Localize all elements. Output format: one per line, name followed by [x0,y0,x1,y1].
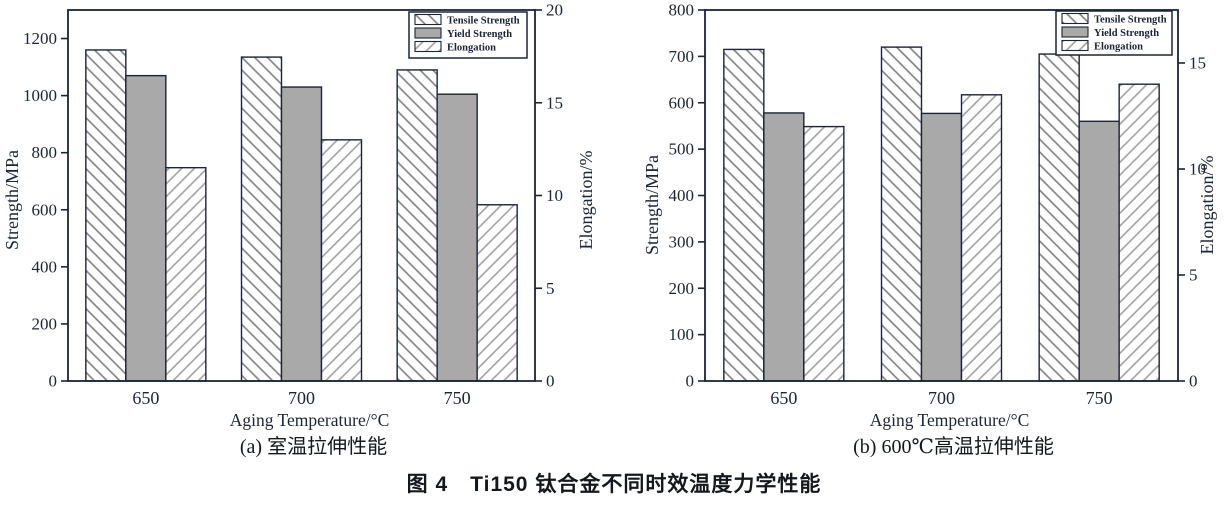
bar-yield-strength-700 [280,86,323,382]
x-axis-title: Aging Temperature/°C [870,410,1030,430]
y-left-tick-label: 1000 [23,86,57,105]
bar-tensile-strength-700 [240,56,283,382]
x-axis: 650 700 750 [770,388,1112,408]
bar-elongation-700 [320,139,363,382]
x-tick-label: 700 [928,388,955,408]
panel-label: (b) 600℃高温拉伸性能 [853,435,1054,458]
bar-elongation-650 [165,166,207,382]
x-tick-label: 750 [444,388,471,408]
panel-label: (a) 室温拉伸性能 [240,435,387,458]
legend-label: Yield Strength [447,29,512,40]
y-left-tick-label: 500 [669,140,695,159]
legend-label: Tensile Strength [1094,15,1167,26]
bar-tensile-strength-700 [880,46,923,382]
y-right-axis-title: Elongation/% [576,151,596,250]
x-tick-label: 650 [770,388,797,408]
y-left-axis-title: Strength/MPa [2,150,22,250]
y-right-tick-label: 10 [546,186,563,205]
chart-room-temperature-tensile: 0 200 400 600 800 1000 1200 0 5 10 15 20 650 700 750 Ag… [2,1,596,459]
x-tick-label: 750 [1086,388,1113,408]
y-right-tick-label: 5 [1189,266,1198,285]
legend-label: Yield Strength [1094,28,1159,39]
y-left-tick-label: 700 [669,47,695,66]
y-right-tick-label: 20 [546,1,563,20]
bar-elongation-750 [476,204,518,382]
bars [85,49,518,382]
x-axis: 650 700 750 [132,388,470,408]
legend-swatch-tensile-strength [414,13,442,26]
bar-yield-strength-650 [763,112,805,382]
bars [723,46,1160,382]
bar-yield-strength-750 [436,93,478,382]
y-right-tick-label: 15 [1189,54,1206,73]
bar-elongation-750 [1118,83,1160,382]
y-left-axis-title: Strength/MPa [642,155,662,255]
y-left-tick-label: 300 [669,232,695,251]
y-left-tick-label: 1200 [23,29,57,48]
legend-swatch-elongation [1061,39,1089,52]
bar-elongation-650 [803,125,845,382]
figure-caption: 图 4 Ti150 钛合金不同时效温度力学性能 [406,473,822,496]
legend-label: Elongation [447,43,496,54]
y-right-tick-label: 5 [546,279,555,298]
legend: Tensile Strength Yield Strength Elongation [408,11,528,59]
y-left-tick-label: 0 [686,372,695,391]
bar-yield-strength-700 [920,112,963,382]
bar-tensile-strength-750 [396,69,438,382]
chart-600c-high-temperature-tensile: 0 100 200 300 400 500 600 700 800 0 5 10 15 650 700 750… [642,1,1217,459]
y-right-tick-label: 10 [1189,160,1206,179]
y-left-tick-label: 100 [669,325,695,344]
y-left-tick-label: 600 [32,200,58,219]
bar-tensile-strength-650 [85,49,127,382]
y-left-tick-label: 200 [32,314,58,333]
y-left-tick-label: 400 [669,186,695,205]
x-axis-title: Aging Temperature/°C [230,410,390,430]
legend: Tensile Strength Yield Strength Elongation [1055,10,1173,56]
legend-swatch-yield-strength [414,27,442,39]
bar-tensile-strength-650 [723,48,765,382]
y-left-tick-label: 400 [32,257,58,276]
y-right-tick-label: 15 [546,93,563,112]
y-axis-left: 0 100 200 300 400 500 600 700 800 [669,1,705,391]
x-tick-label: 700 [288,388,315,408]
y-axis-right: 0 5 10 15 20 [535,1,563,391]
y-right-axis-title: Elongation/% [1197,156,1217,255]
legend-swatch-yield-strength [1061,26,1089,38]
legend-label: Tensile Strength [447,16,520,27]
y-left-tick-label: 200 [669,279,695,298]
bar-yield-strength-650 [125,74,167,382]
bar-yield-strength-750 [1078,120,1120,382]
y-left-tick-label: 600 [669,93,695,112]
y-axis-left: 0 200 400 600 800 1000 1200 [23,29,68,391]
y-right-tick-label: 0 [1189,372,1198,391]
legend-swatch-tensile-strength [1061,12,1089,25]
y-left-tick-label: 800 [32,143,58,162]
y-left-tick-label: 800 [669,1,695,20]
y-axis-right: 0 5 10 15 [1178,54,1206,391]
bar-tensile-strength-750 [1038,53,1080,382]
bar-elongation-700 [960,94,1003,382]
legend-swatch-elongation [414,40,442,53]
legend-label: Elongation [1094,42,1143,53]
x-tick-label: 650 [132,388,159,408]
y-right-tick-label: 0 [546,372,555,391]
y-left-tick-label: 0 [49,372,58,391]
